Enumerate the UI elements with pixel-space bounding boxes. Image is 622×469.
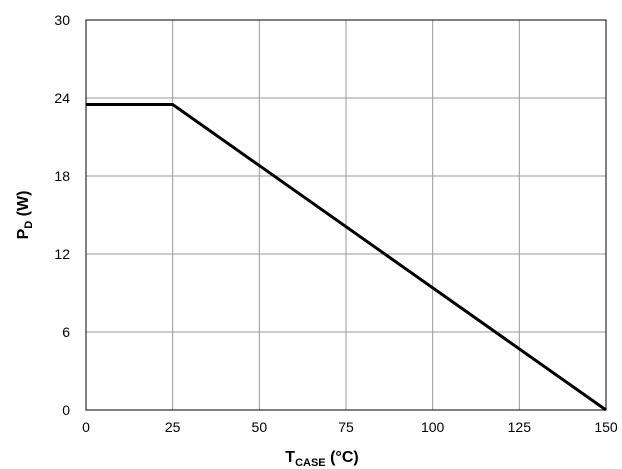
- x-tick-label: 75: [338, 419, 354, 435]
- series-line: [86, 103, 607, 412]
- y-tick-label: 24: [54, 90, 70, 106]
- x-tick-label: 100: [421, 419, 445, 435]
- x-tick-label: 25: [165, 419, 181, 435]
- y-tick-labels: 0 6 12 18 24 30: [54, 12, 70, 418]
- y-tick-label: 18: [54, 168, 70, 184]
- x-tick-label: 125: [508, 419, 532, 435]
- y-tick-label: 6: [62, 324, 70, 340]
- x-axis-title: TCASE (°C): [285, 449, 358, 469]
- y-tick-label: 12: [54, 246, 70, 262]
- series-layer: [86, 103, 607, 412]
- y-axis-title: PD (W): [15, 191, 35, 240]
- y-tick-label: 30: [54, 12, 70, 28]
- plot-frame: [85, 19, 607, 411]
- y-tick-label: 0: [62, 402, 70, 418]
- grid: [85, 19, 607, 411]
- x-tick-label: 0: [82, 419, 90, 435]
- x-tick-labels: 0 25 50 75 100 125 150: [82, 419, 618, 435]
- x-tick-label: 150: [594, 419, 618, 435]
- x-tick-label: 50: [252, 419, 268, 435]
